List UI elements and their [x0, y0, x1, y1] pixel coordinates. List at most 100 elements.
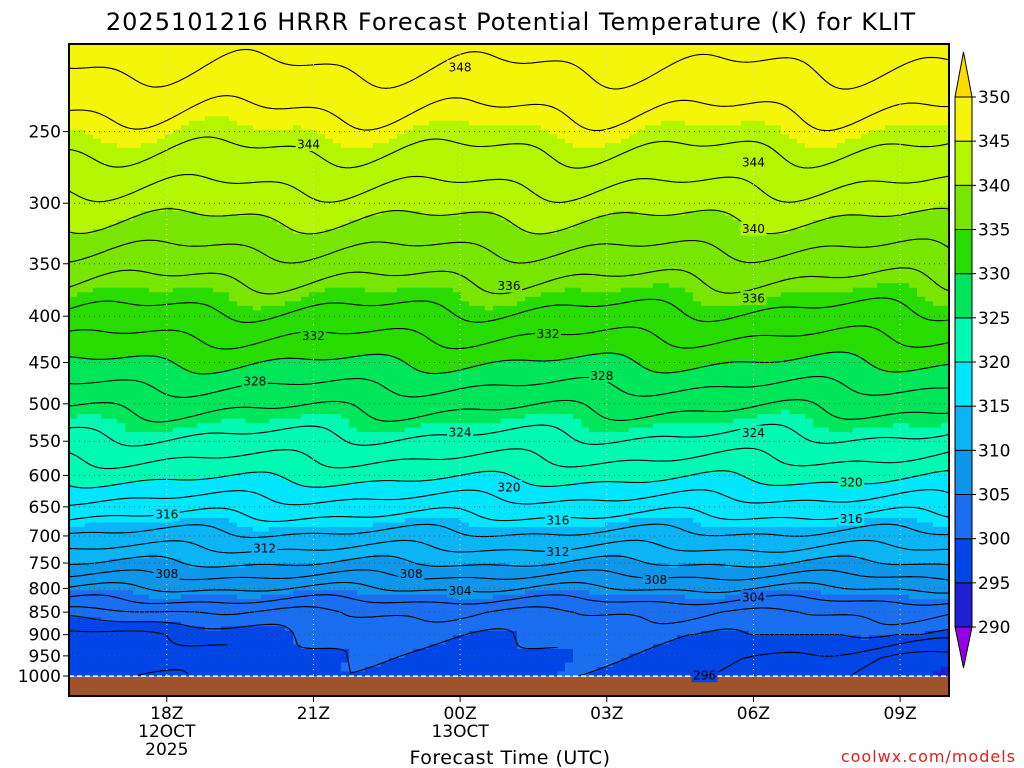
fill-cell	[309, 116, 318, 122]
fill-cell	[789, 211, 798, 217]
fill-cell	[381, 129, 390, 135]
fill-cell	[477, 161, 486, 167]
fill-cell	[373, 75, 382, 81]
fill-cell	[917, 93, 926, 99]
fill-cell	[301, 44, 310, 50]
fill-cell	[573, 66, 582, 72]
fill-cell	[597, 192, 606, 199]
fill-cell	[933, 197, 942, 203]
fill-cell	[765, 179, 774, 185]
fill-cell	[253, 84, 262, 90]
fill-cell	[405, 71, 414, 77]
fill-cell	[917, 183, 926, 190]
fill-cell	[437, 80, 446, 86]
fill-cell	[525, 224, 534, 230]
fill-cell	[749, 215, 758, 221]
fill-cell	[557, 66, 566, 72]
fill-cell	[453, 242, 462, 248]
fill-cell	[669, 183, 678, 190]
fill-cell	[253, 71, 262, 77]
fill-cell	[157, 152, 166, 158]
fill-cell	[333, 211, 342, 217]
fill-cell	[581, 224, 590, 230]
fill-cell	[589, 161, 598, 167]
fill-cell	[277, 183, 286, 190]
fill-cell	[677, 165, 686, 171]
fill-cell	[341, 152, 350, 158]
fill-cell	[869, 229, 878, 235]
fill-cell	[717, 44, 726, 50]
fill-cell	[221, 229, 230, 235]
fill-cell	[773, 152, 782, 158]
fill-cell	[877, 211, 886, 217]
fill-cell	[805, 57, 814, 63]
fill-cell	[181, 62, 190, 68]
fill-cell	[501, 120, 510, 126]
fill-cell	[901, 220, 910, 226]
fill-cell	[253, 238, 262, 244]
fill-cell	[781, 242, 790, 248]
fill-cell	[333, 84, 342, 90]
fill-cell	[453, 174, 462, 181]
fill-cell	[589, 48, 598, 54]
fill-cell	[901, 202, 910, 208]
fill-cell	[277, 143, 286, 149]
fill-cell	[677, 84, 686, 90]
fill-cell	[509, 111, 518, 117]
fill-cell	[349, 138, 358, 144]
fill-cell	[789, 242, 798, 248]
fill-cell	[533, 120, 542, 126]
fill-cell	[85, 179, 94, 185]
fill-cell	[797, 242, 806, 248]
fill-cell	[741, 197, 750, 203]
fill-cell	[445, 192, 454, 199]
fill-cell	[277, 111, 286, 117]
fill-cell	[405, 161, 414, 167]
fill-cell	[757, 75, 766, 81]
fill-cell	[189, 57, 198, 63]
fill-cell	[861, 179, 870, 185]
fill-cell	[109, 125, 118, 131]
fill-cell	[797, 111, 806, 117]
fill-cell	[853, 98, 862, 104]
fill-cell	[789, 57, 798, 63]
fill-cell	[717, 48, 726, 54]
fill-cell	[637, 206, 646, 212]
fill-cell	[765, 202, 774, 208]
fill-cell	[589, 220, 598, 226]
fill-cell	[229, 238, 238, 244]
fill-cell	[517, 66, 526, 72]
fill-cell	[197, 179, 206, 185]
fill-cell	[437, 247, 446, 253]
fill-cell	[477, 71, 486, 77]
fill-cell	[117, 152, 126, 158]
fill-cell	[821, 192, 830, 199]
fill-cell	[309, 98, 318, 104]
fill-cell	[613, 107, 622, 113]
fill-cell	[133, 129, 142, 135]
fill-cell	[469, 242, 478, 248]
fill-cell	[573, 215, 582, 221]
fill-cell	[501, 206, 510, 212]
fill-cell	[269, 89, 278, 95]
fill-cell	[101, 98, 110, 104]
fill-cell	[885, 242, 894, 248]
fill-cell	[717, 220, 726, 226]
fill-cell	[229, 98, 238, 104]
fill-cell	[669, 89, 678, 95]
fill-cell	[797, 66, 806, 72]
fill-cell	[709, 125, 718, 131]
fill-cell	[277, 161, 286, 167]
fill-cell	[565, 66, 574, 72]
fill-cell	[813, 48, 822, 54]
fill-cell	[693, 125, 702, 131]
fill-cell	[269, 224, 278, 230]
fill-cell	[509, 102, 518, 108]
fill-cell	[453, 170, 462, 176]
fill-cell	[693, 62, 702, 68]
fill-cell	[837, 242, 846, 248]
fill-cell	[789, 170, 798, 176]
fill-cell	[629, 179, 638, 185]
fill-cell	[221, 138, 230, 144]
fill-cell	[669, 233, 678, 239]
